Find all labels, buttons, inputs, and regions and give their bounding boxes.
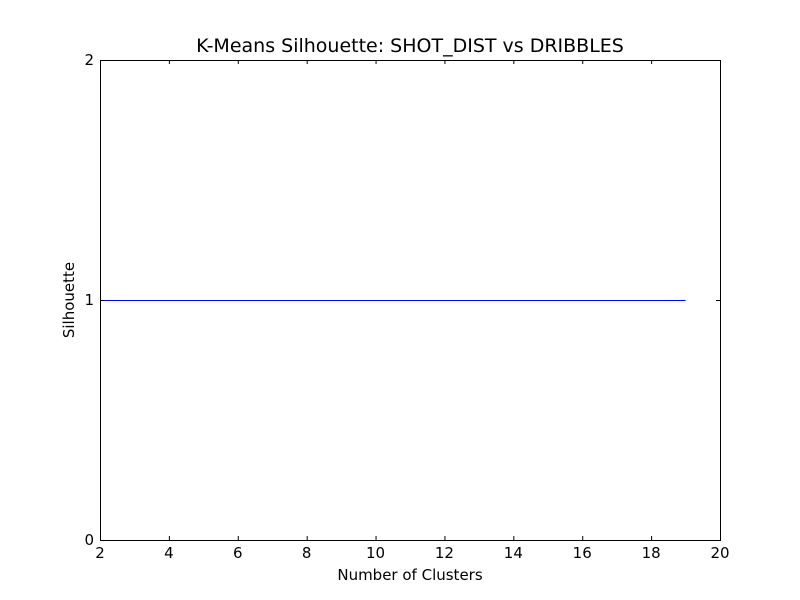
- x-tick-label: 4: [164, 544, 174, 562]
- x-axis-label: Number of Clusters: [337, 566, 482, 584]
- x-tick-label: 20: [710, 544, 729, 562]
- x-tick-label: 10: [366, 544, 385, 562]
- x-tick-label: 6: [233, 544, 243, 562]
- y-tick-label: 0: [84, 531, 94, 549]
- x-axis: 2 4 6 8 10 12 14 16 18 20: [95, 60, 730, 562]
- x-tick-label: 16: [573, 544, 592, 562]
- x-tick-label: 2: [95, 544, 105, 562]
- x-tick-label: 18: [642, 544, 661, 562]
- y-tick-label: 1: [84, 291, 94, 309]
- x-tick-label: 8: [302, 544, 312, 562]
- x-tick-label: 14: [504, 544, 523, 562]
- y-tick-label: 2: [84, 51, 94, 69]
- y-axis: 0 1 2: [84, 51, 720, 549]
- x-tick-label: 12: [435, 544, 454, 562]
- chart-title: K-Means Silhouette: SHOT_DIST vs DRIBBLE…: [196, 35, 624, 57]
- y-axis-label: Silhouette: [60, 262, 78, 338]
